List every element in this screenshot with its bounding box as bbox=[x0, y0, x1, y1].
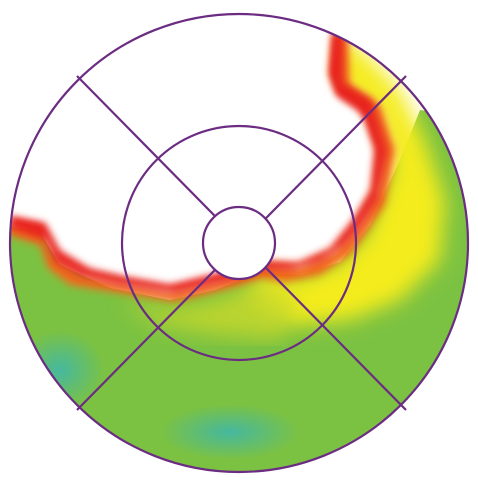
inner-ring bbox=[201, 205, 277, 281]
yellow-band bbox=[250, 40, 445, 325]
teal-patch-left bbox=[15, 330, 105, 410]
bullseye-grid bbox=[8, 12, 470, 474]
teal-patch-bottom bbox=[160, 404, 300, 460]
middle-ring bbox=[120, 124, 358, 362]
outer-ring bbox=[8, 12, 470, 474]
yellow-green-band bbox=[120, 280, 300, 340]
